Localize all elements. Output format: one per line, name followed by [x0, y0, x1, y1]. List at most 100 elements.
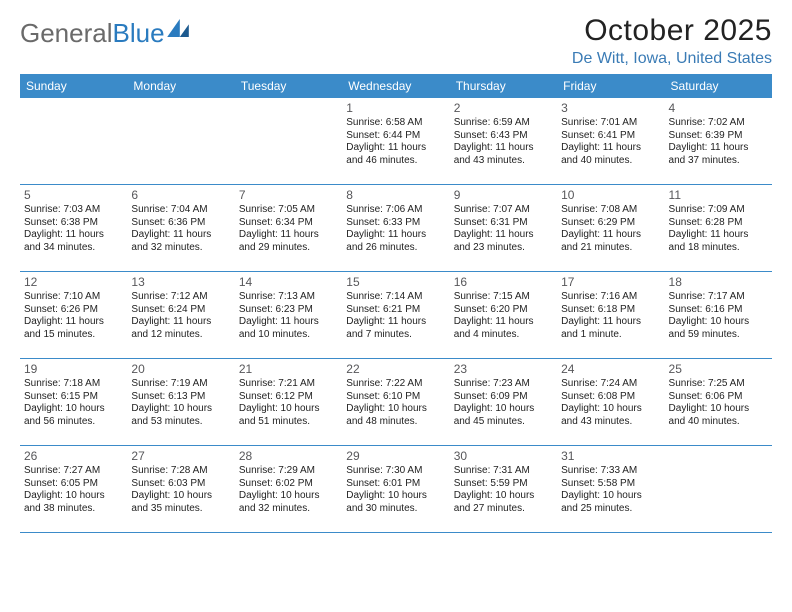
- day-dl1: Daylight: 11 hours: [346, 316, 445, 329]
- day-number: 23: [454, 362, 553, 377]
- day-sunset: Sunset: 6:18 PM: [561, 304, 660, 317]
- day-info: Sunrise: 7:24 AMSunset: 6:08 PMDaylight:…: [561, 378, 660, 428]
- day-dl1: Daylight: 11 hours: [454, 229, 553, 242]
- dow-saturday: Saturday: [665, 74, 772, 98]
- day-cell: 17Sunrise: 7:16 AMSunset: 6:18 PMDayligh…: [557, 272, 664, 358]
- day-dl1: Daylight: 11 hours: [131, 229, 230, 242]
- day-dl1: Daylight: 10 hours: [346, 490, 445, 503]
- day-number: 26: [24, 449, 123, 464]
- day-sunrise: Sunrise: 7:01 AM: [561, 117, 660, 130]
- day-info: Sunrise: 7:13 AMSunset: 6:23 PMDaylight:…: [239, 291, 338, 341]
- day-number: 1: [346, 101, 445, 116]
- location-text: De Witt, Iowa, United States: [572, 50, 772, 68]
- weeks-container: 1Sunrise: 6:58 AMSunset: 6:44 PMDaylight…: [20, 98, 772, 533]
- day-cell: 1Sunrise: 6:58 AMSunset: 6:44 PMDaylight…: [342, 98, 449, 184]
- day-info: Sunrise: 7:18 AMSunset: 6:15 PMDaylight:…: [24, 378, 123, 428]
- week-row: 12Sunrise: 7:10 AMSunset: 6:26 PMDayligh…: [20, 272, 772, 359]
- day-dl2: and 27 minutes.: [454, 503, 553, 516]
- day-sunrise: Sunrise: 7:33 AM: [561, 465, 660, 478]
- day-info: Sunrise: 7:03 AMSunset: 6:38 PMDaylight:…: [24, 204, 123, 254]
- day-dl2: and 40 minutes.: [669, 416, 768, 429]
- day-dl1: Daylight: 10 hours: [131, 490, 230, 503]
- day-info: Sunrise: 7:17 AMSunset: 6:16 PMDaylight:…: [669, 291, 768, 341]
- logo-mark-icon: [167, 19, 189, 37]
- day-dl2: and 46 minutes.: [346, 155, 445, 168]
- day-dl2: and 51 minutes.: [239, 416, 338, 429]
- day-info: Sunrise: 7:14 AMSunset: 6:21 PMDaylight:…: [346, 291, 445, 341]
- day-sunrise: Sunrise: 7:05 AM: [239, 204, 338, 217]
- day-sunset: Sunset: 6:36 PM: [131, 217, 230, 230]
- day-number: 6: [131, 188, 230, 203]
- day-dl2: and 12 minutes.: [131, 329, 230, 342]
- day-cell: 23Sunrise: 7:23 AMSunset: 6:09 PMDayligh…: [450, 359, 557, 445]
- day-dl1: Daylight: 11 hours: [24, 316, 123, 329]
- day-sunset: Sunset: 6:34 PM: [239, 217, 338, 230]
- day-dl2: and 32 minutes.: [239, 503, 338, 516]
- day-sunrise: Sunrise: 7:03 AM: [24, 204, 123, 217]
- day-dl1: Daylight: 10 hours: [346, 403, 445, 416]
- day-cell: 26Sunrise: 7:27 AMSunset: 6:05 PMDayligh…: [20, 446, 127, 532]
- day-number: 5: [24, 188, 123, 203]
- day-number: 14: [239, 275, 338, 290]
- day-sunset: Sunset: 6:09 PM: [454, 391, 553, 404]
- day-cell: 19Sunrise: 7:18 AMSunset: 6:15 PMDayligh…: [20, 359, 127, 445]
- day-sunset: Sunset: 6:28 PM: [669, 217, 768, 230]
- day-dl1: Daylight: 10 hours: [24, 403, 123, 416]
- day-sunset: Sunset: 6:29 PM: [561, 217, 660, 230]
- day-sunrise: Sunrise: 6:58 AM: [346, 117, 445, 130]
- day-sunrise: Sunrise: 7:16 AM: [561, 291, 660, 304]
- day-sunset: Sunset: 6:10 PM: [346, 391, 445, 404]
- day-cell: [235, 98, 342, 184]
- day-number: 19: [24, 362, 123, 377]
- day-sunset: Sunset: 6:16 PM: [669, 304, 768, 317]
- day-dl2: and 43 minutes.: [454, 155, 553, 168]
- day-dl2: and 59 minutes.: [669, 329, 768, 342]
- day-dl1: Daylight: 10 hours: [561, 403, 660, 416]
- day-dl1: Daylight: 11 hours: [454, 142, 553, 155]
- day-cell: 6Sunrise: 7:04 AMSunset: 6:36 PMDaylight…: [127, 185, 234, 271]
- day-sunset: Sunset: 6:39 PM: [669, 130, 768, 143]
- week-row: 26Sunrise: 7:27 AMSunset: 6:05 PMDayligh…: [20, 446, 772, 532]
- day-dl2: and 32 minutes.: [131, 242, 230, 255]
- day-cell: 5Sunrise: 7:03 AMSunset: 6:38 PMDaylight…: [20, 185, 127, 271]
- day-number: 20: [131, 362, 230, 377]
- day-sunrise: Sunrise: 7:06 AM: [346, 204, 445, 217]
- day-dl2: and 48 minutes.: [346, 416, 445, 429]
- day-dl2: and 56 minutes.: [24, 416, 123, 429]
- day-cell: 16Sunrise: 7:15 AMSunset: 6:20 PMDayligh…: [450, 272, 557, 358]
- day-number: 9: [454, 188, 553, 203]
- day-dl1: Daylight: 11 hours: [239, 229, 338, 242]
- day-cell: 29Sunrise: 7:30 AMSunset: 6:01 PMDayligh…: [342, 446, 449, 532]
- logo-text-b: Blue: [113, 18, 165, 49]
- day-sunrise: Sunrise: 6:59 AM: [454, 117, 553, 130]
- day-dl2: and 37 minutes.: [669, 155, 768, 168]
- day-number: 15: [346, 275, 445, 290]
- day-dl1: Daylight: 10 hours: [454, 490, 553, 503]
- day-number: 28: [239, 449, 338, 464]
- day-sunrise: Sunrise: 7:21 AM: [239, 378, 338, 391]
- day-number: 11: [669, 188, 768, 203]
- day-cell: 7Sunrise: 7:05 AMSunset: 6:34 PMDaylight…: [235, 185, 342, 271]
- day-info: Sunrise: 6:58 AMSunset: 6:44 PMDaylight:…: [346, 117, 445, 167]
- day-sunrise: Sunrise: 7:30 AM: [346, 465, 445, 478]
- day-dl1: Daylight: 11 hours: [669, 142, 768, 155]
- day-sunset: Sunset: 6:20 PM: [454, 304, 553, 317]
- day-sunrise: Sunrise: 7:15 AM: [454, 291, 553, 304]
- day-sunrise: Sunrise: 7:22 AM: [346, 378, 445, 391]
- day-info: Sunrise: 6:59 AMSunset: 6:43 PMDaylight:…: [454, 117, 553, 167]
- day-dl1: Daylight: 10 hours: [239, 403, 338, 416]
- day-sunrise: Sunrise: 7:13 AM: [239, 291, 338, 304]
- day-sunset: Sunset: 6:26 PM: [24, 304, 123, 317]
- day-number: 21: [239, 362, 338, 377]
- day-dl2: and 26 minutes.: [346, 242, 445, 255]
- day-dl1: Daylight: 10 hours: [561, 490, 660, 503]
- day-dl1: Daylight: 11 hours: [561, 316, 660, 329]
- week-row: 1Sunrise: 6:58 AMSunset: 6:44 PMDaylight…: [20, 98, 772, 185]
- day-sunset: Sunset: 6:23 PM: [239, 304, 338, 317]
- day-dl1: Daylight: 11 hours: [669, 229, 768, 242]
- day-cell: 30Sunrise: 7:31 AMSunset: 5:59 PMDayligh…: [450, 446, 557, 532]
- day-sunrise: Sunrise: 7:14 AM: [346, 291, 445, 304]
- dow-row: Sunday Monday Tuesday Wednesday Thursday…: [20, 74, 772, 98]
- day-cell: 27Sunrise: 7:28 AMSunset: 6:03 PMDayligh…: [127, 446, 234, 532]
- day-sunrise: Sunrise: 7:19 AM: [131, 378, 230, 391]
